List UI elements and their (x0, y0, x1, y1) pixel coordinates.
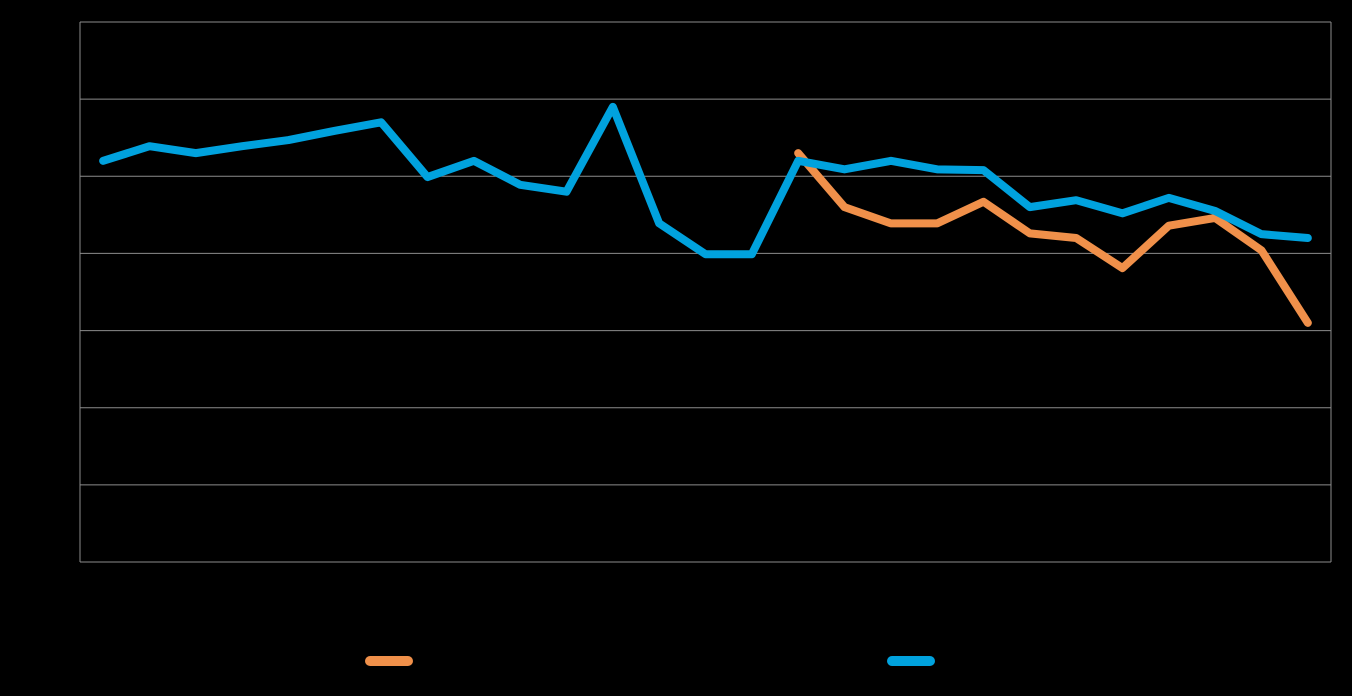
y-tick-label: 20 (54, 398, 70, 414)
y-tick-label: 10 (54, 476, 70, 492)
y-tick-label: 60 (54, 90, 70, 106)
series-line (794, 149, 1312, 327)
series-line (99, 102, 1312, 259)
y-tick-label: 40 (54, 244, 70, 260)
y-tick-label: 0 (62, 553, 70, 569)
y-tick-label: 70 (54, 13, 70, 29)
y-tick-label: 50 (54, 167, 70, 183)
y-tick-label: 30 (54, 321, 70, 337)
